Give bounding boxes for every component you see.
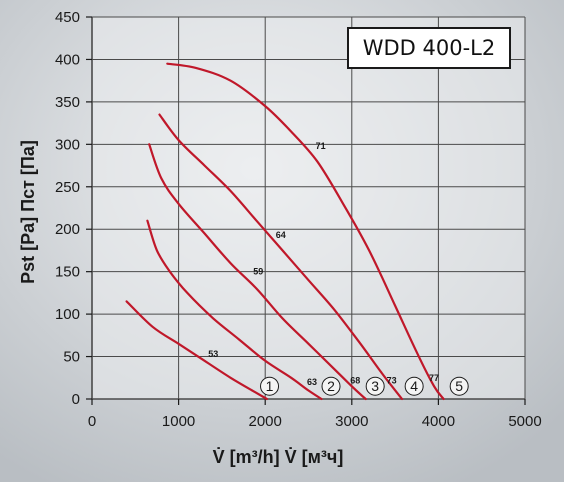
y-tick-label: 100 <box>55 306 80 323</box>
y-tick-label: 250 <box>55 179 80 196</box>
curve-number-circle <box>260 376 280 396</box>
efficiency-label: 71 <box>316 141 326 151</box>
efficiency-label: 59 <box>253 267 263 277</box>
x-axis-title: V̇ [m³/h] V̇ [м³ч] <box>213 446 344 467</box>
curve-number-label: 2 <box>327 378 335 394</box>
x-tick-label: 2000 <box>249 413 282 430</box>
plot-area <box>92 17 525 399</box>
y-tick-label: 300 <box>55 136 80 153</box>
y-axis-title: Pst [Pa] Пст [Па] <box>18 140 38 284</box>
curve-number-label: 1 <box>266 378 274 394</box>
series-layer <box>125 62 445 401</box>
efficiency-label: 68 <box>350 375 360 385</box>
efficiency-label: 53 <box>208 349 218 359</box>
efficiency-label: 73 <box>387 375 397 385</box>
x-tick-label: 3000 <box>335 413 368 430</box>
grid-lines <box>86 16 526 405</box>
y-tick-label: 450 <box>55 9 80 26</box>
y-tick-label: 350 <box>55 94 80 111</box>
y-tick-label: 400 <box>55 51 80 68</box>
chart-title-box: WDD 400-L2 <box>347 27 511 69</box>
fan-curve-5 <box>166 62 445 401</box>
efficiency-label: 77 <box>429 373 439 383</box>
efficiency-label: 63 <box>307 377 317 387</box>
curve-number-circle <box>365 376 385 396</box>
curve-number-label: 3 <box>371 378 379 394</box>
y-tick-label: 0 <box>72 391 80 408</box>
labels-layer: 53 59 64 71 63 68 73 77 1 2 3 4 5 <box>208 141 469 396</box>
y-tick-label: 200 <box>55 221 80 238</box>
fan-curve-3 <box>148 143 367 401</box>
y-tick-label: 50 <box>63 349 80 366</box>
fan-curve-1 <box>125 300 268 401</box>
plot-background <box>92 17 525 399</box>
chart-title: WDD 400-L2 <box>362 36 496 60</box>
x-tick-label: 1000 <box>162 413 195 430</box>
x-tick-label: 4000 <box>422 413 455 430</box>
x-tick-label: 5000 <box>508 413 541 430</box>
curve-number-circle <box>321 376 341 396</box>
fan-curve-4 <box>158 113 404 401</box>
curve-number-label: 4 <box>410 378 418 394</box>
ticks-layer: 0 1000 2000 3000 4000 5000 0 50 100 150 200 250 300 3… <box>55 9 542 430</box>
efficiency-label: 64 <box>276 230 286 240</box>
curve-number-label: 5 <box>455 378 463 394</box>
x-tick-label: 0 <box>88 413 96 430</box>
curve-number-circle <box>449 376 469 396</box>
fan-curve-2 <box>146 219 323 401</box>
curve-number-circle <box>404 376 424 396</box>
y-tick-label: 150 <box>55 264 80 281</box>
